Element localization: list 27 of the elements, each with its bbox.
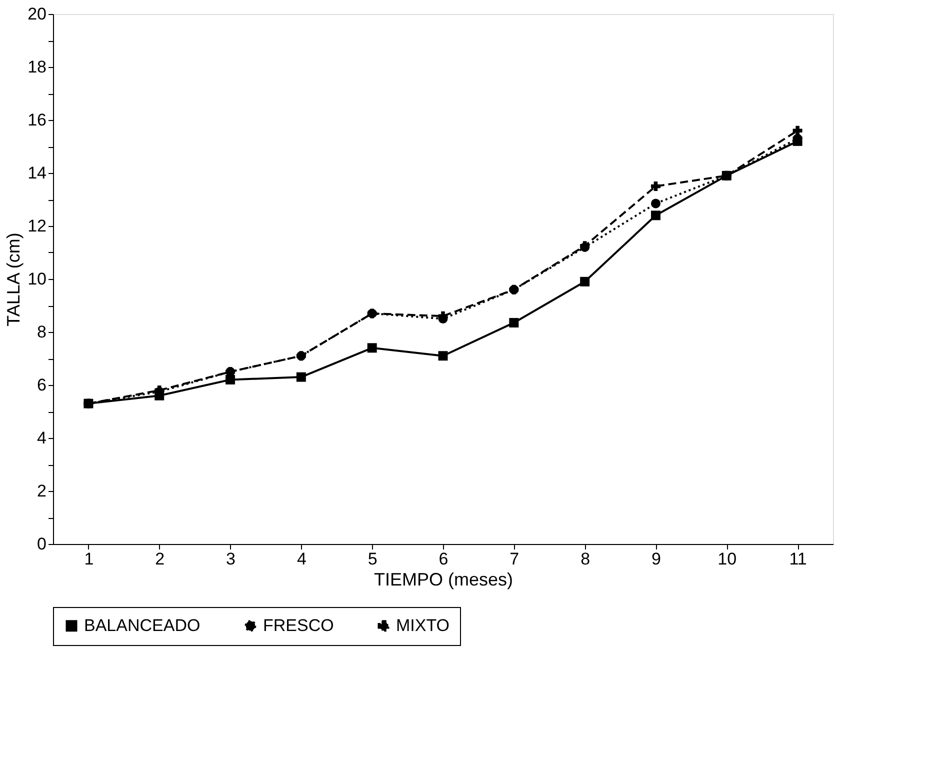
- y-tick-label: 10: [28, 270, 46, 288]
- y-tick-label: 12: [28, 216, 46, 236]
- x-tick-label: 9: [651, 550, 661, 568]
- y-tick-label: 8: [37, 322, 46, 342]
- x-tick-label: 7: [510, 550, 520, 568]
- y-tick-label: 18: [28, 58, 46, 76]
- y-tick-label: 16: [28, 110, 46, 130]
- x-tick-label: 3: [226, 550, 236, 568]
- y-tick-label: 4: [37, 428, 46, 448]
- x-tick-label: 2: [155, 550, 165, 568]
- legend-label: MIXTO: [396, 616, 450, 635]
- x-tick-label: 1: [84, 550, 94, 568]
- x-tick-label: 6: [438, 550, 448, 568]
- x-tick-label: 8: [580, 550, 590, 568]
- y-tick-label: 2: [37, 482, 46, 500]
- x-tick-label: 5: [368, 550, 378, 568]
- x-tick-label: 10: [718, 550, 737, 568]
- y-tick-label: 20: [28, 4, 46, 24]
- y-tick-label: 6: [37, 376, 46, 394]
- legend-label: BALANCEADO: [84, 616, 200, 635]
- x-axis-title: TIEMPO (meses): [374, 570, 514, 590]
- y-tick-label: 0: [37, 534, 46, 554]
- x-tick-label: 11: [789, 550, 807, 568]
- legend-label: FRESCO: [263, 616, 334, 635]
- y-axis-title: TALLA (cm): [4, 232, 24, 326]
- x-tick-label: 4: [296, 550, 306, 568]
- y-tick-label: 14: [28, 164, 46, 182]
